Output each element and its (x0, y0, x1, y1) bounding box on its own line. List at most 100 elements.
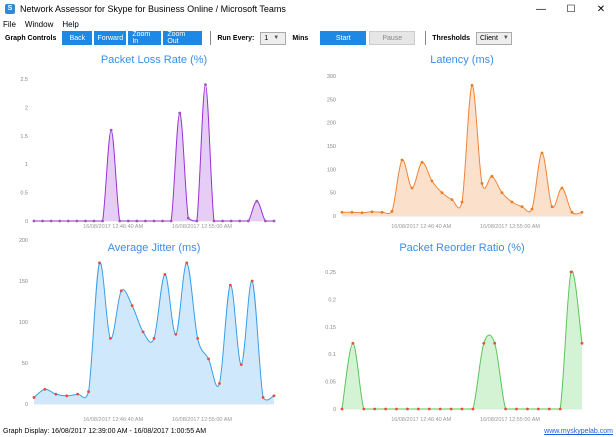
latency-ms-point[interactable] (580, 210, 584, 214)
average-jitter-ms-point[interactable] (65, 394, 69, 398)
latency-ms-point[interactable] (500, 191, 504, 195)
latency-ms-point[interactable] (450, 198, 454, 202)
latency-ms-point[interactable] (390, 209, 394, 213)
average-jitter-ms-point[interactable] (54, 392, 58, 396)
average-jitter-ms-point[interactable] (261, 396, 265, 399)
latency-ms-point[interactable] (540, 151, 544, 155)
average-jitter-ms-point[interactable] (32, 396, 36, 399)
packet-reorder-ratio-point[interactable] (526, 407, 529, 411)
packet-loss-rate-point[interactable] (118, 219, 122, 223)
packet-loss-rate-point[interactable] (272, 219, 276, 223)
average-jitter-ms-point[interactable] (98, 261, 101, 265)
packet-loss-rate-point[interactable] (58, 219, 62, 223)
packet-reorder-ratio-point[interactable] (460, 407, 464, 411)
latency-chart[interactable]: Latency (ms) 0 50 100 150 200 250 300 16/08/2017… (308, 46, 616, 234)
menu-window[interactable]: Window (24, 19, 54, 29)
average-jitter-ms-point[interactable] (185, 261, 189, 265)
packet-loss-rate-point[interactable] (41, 219, 44, 223)
latency-ms-point[interactable] (380, 210, 384, 214)
packet-loss-rate-point[interactable] (126, 219, 130, 223)
latency-ms-point[interactable] (480, 181, 484, 185)
packet-loss-rate-point[interactable] (49, 219, 53, 223)
latency-ms-point[interactable] (520, 205, 524, 209)
website-link[interactable]: www.myskypelab.com (544, 428, 613, 435)
latency-ms-point[interactable] (400, 158, 404, 162)
zoom-in-button[interactable]: Zoom In (128, 31, 162, 45)
packet-loss-rate-point[interactable] (66, 219, 70, 223)
average-jitter-ms-point[interactable] (250, 279, 254, 283)
run-every-select[interactable]: 1 ▼ (260, 31, 287, 45)
packet-loss-rate-point[interactable] (246, 219, 250, 223)
packet-reorder-ratio-point[interactable] (427, 407, 431, 411)
average-jitter-ms-point[interactable] (207, 357, 210, 361)
packet-loss-rate-point[interactable] (264, 219, 267, 223)
packet-loss-rate-point[interactable] (212, 219, 216, 223)
average-jitter-chart[interactable]: Average Jitter (ms) 0 50 100 150 200 16/08/201… (0, 234, 308, 426)
close-button[interactable]: ✕ (596, 3, 606, 15)
latency-ms-point[interactable] (460, 200, 464, 204)
packet-reorder-ratio-point[interactable] (569, 270, 573, 274)
average-jitter-ms-point[interactable] (174, 332, 178, 336)
average-jitter-ms-point[interactable] (163, 273, 167, 276)
packet-loss-rate-point[interactable] (169, 219, 173, 223)
packet-loss-rate-point[interactable] (238, 219, 242, 223)
packet-loss-rate-point[interactable] (161, 219, 164, 223)
packet-loss-rate-point[interactable] (204, 83, 207, 87)
thresholds-select[interactable]: Client ▼ (476, 31, 512, 45)
forward-button[interactable]: Forward (94, 31, 127, 45)
packet-reorder-ratio-point[interactable] (504, 407, 508, 411)
average-jitter-ms-point[interactable] (108, 337, 112, 340)
packet-reorder-ratio-point[interactable] (536, 407, 540, 411)
average-jitter-ms-point[interactable] (239, 363, 243, 367)
packet-reorder-ratio-point[interactable] (471, 407, 475, 411)
average-jitter-ms-point[interactable] (130, 304, 134, 307)
maximize-button[interactable]: ☐ (566, 3, 576, 15)
average-jitter-ms-point[interactable] (87, 390, 90, 394)
latency-ms-point[interactable] (420, 160, 424, 164)
packet-reorder-ratio-point[interactable] (384, 407, 388, 411)
latency-ms-point[interactable] (440, 191, 444, 195)
packet-loss-chart[interactable]: Packet Loss Rate (%) 0 0.5 1 1.5 2 2.5 16/08/20… (0, 46, 308, 234)
packet-reorder-ratio-point[interactable] (340, 407, 344, 411)
packet-reorder-chart[interactable]: Packet Reorder Ratio (%) 0 0.05 0.1 0.15 0.2 0… (308, 234, 616, 426)
latency-ms-point[interactable] (550, 205, 554, 209)
packet-loss-rate-point[interactable] (178, 111, 182, 115)
latency-ms-point[interactable] (530, 207, 534, 211)
packet-reorder-ratio-point[interactable] (362, 407, 366, 411)
latency-ms-point[interactable] (370, 210, 374, 214)
latency-ms-point[interactable] (490, 174, 494, 178)
packet-reorder-ratio-point[interactable] (373, 407, 377, 411)
average-jitter-ms-point[interactable] (43, 387, 47, 391)
average-jitter-ms-point[interactable] (76, 392, 80, 396)
packet-reorder-ratio-point[interactable] (515, 407, 518, 411)
menu-help[interactable]: Help (62, 19, 79, 29)
packet-reorder-ratio-point[interactable] (482, 341, 486, 345)
average-jitter-ms-point[interactable] (119, 289, 123, 293)
packet-loss-rate-point[interactable] (101, 219, 104, 223)
packet-reorder-ratio-point[interactable] (558, 407, 562, 411)
minimize-button[interactable]: — (536, 3, 546, 15)
latency-ms-point[interactable] (430, 179, 434, 183)
packet-loss-rate-point[interactable] (229, 219, 233, 223)
latency-ms-point[interactable] (470, 83, 474, 87)
packet-loss-rate-point[interactable] (135, 219, 139, 223)
menu-file[interactable]: File (3, 19, 16, 29)
average-jitter-ms-point[interactable] (272, 394, 276, 398)
packet-loss-rate-point[interactable] (75, 219, 79, 223)
packet-reorder-ratio-point[interactable] (438, 407, 442, 411)
packet-reorder-ratio-point[interactable] (580, 341, 584, 345)
average-jitter-ms-point[interactable] (218, 382, 221, 385)
latency-ms-point[interactable] (340, 210, 344, 214)
average-jitter-ms-point[interactable] (196, 337, 200, 340)
latency-ms-point[interactable] (570, 210, 574, 214)
average-jitter-ms-point[interactable] (141, 330, 145, 334)
packet-reorder-ratio-point[interactable] (351, 341, 355, 345)
packet-reorder-ratio-point[interactable] (547, 407, 551, 411)
packet-loss-rate-point[interactable] (84, 219, 87, 223)
packet-loss-rate-point[interactable] (92, 219, 96, 223)
packet-reorder-ratio-point[interactable] (493, 341, 497, 345)
packet-reorder-ratio-point[interactable] (406, 407, 409, 411)
packet-loss-rate-point[interactable] (255, 199, 259, 203)
latency-ms-point[interactable] (560, 186, 564, 190)
packet-loss-rate-point[interactable] (152, 219, 156, 223)
